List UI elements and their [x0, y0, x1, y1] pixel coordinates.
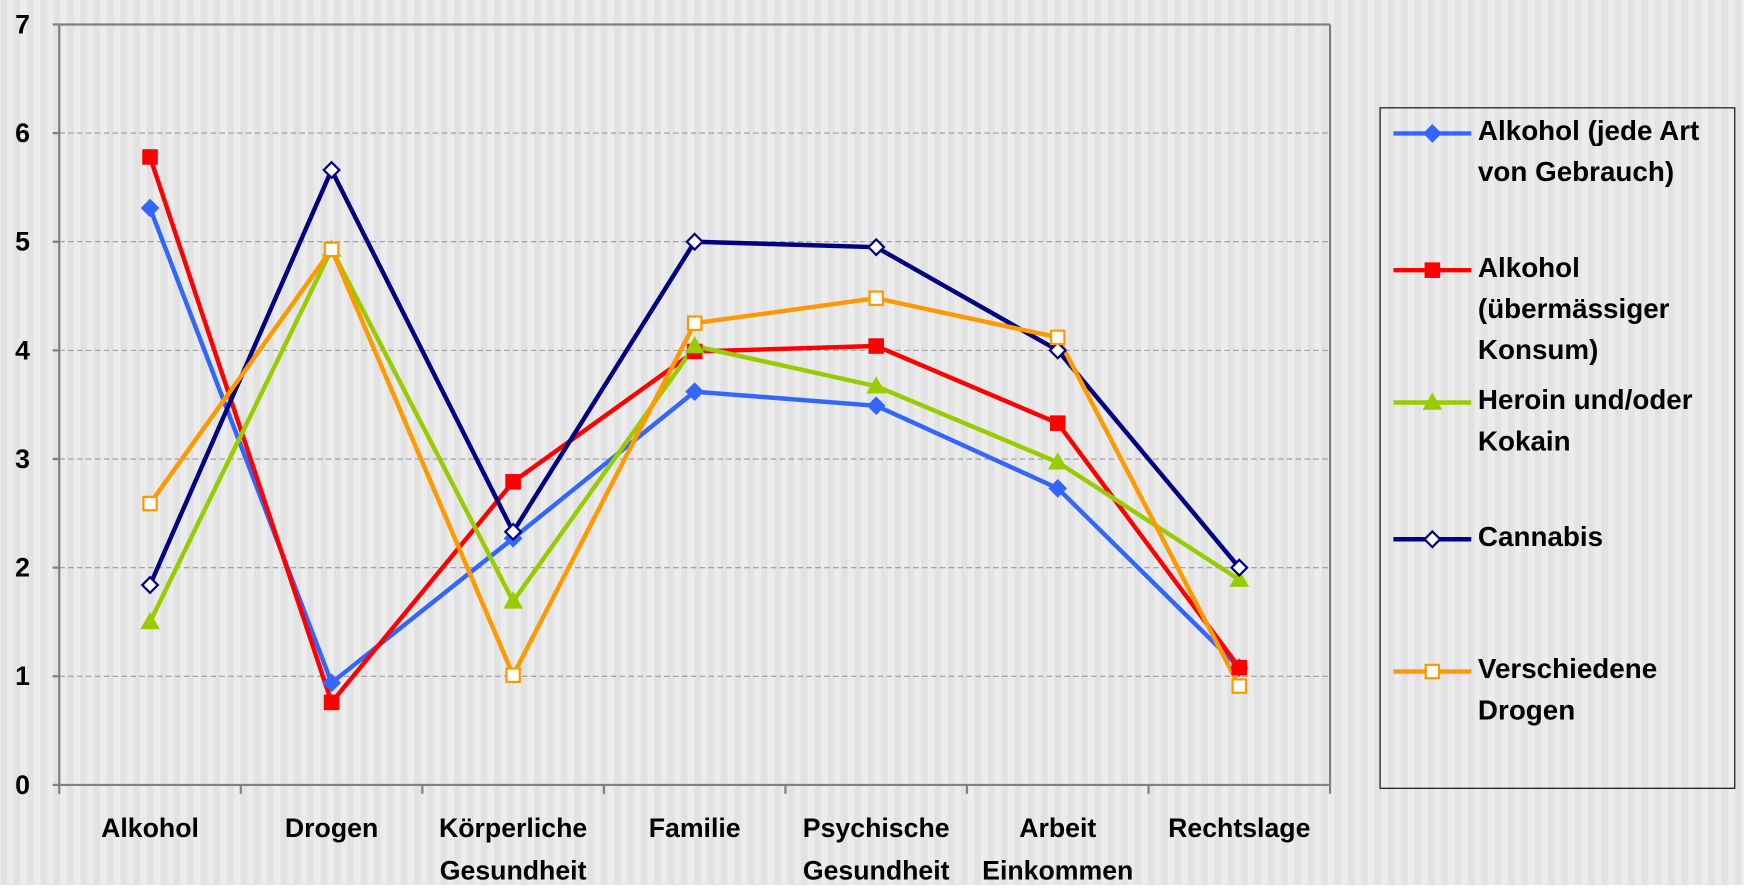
- marker: [505, 474, 521, 490]
- x-tick-label: Arbeit Einkommen: [982, 813, 1133, 885]
- x-tick-label: Drogen: [285, 813, 378, 843]
- marker: [1047, 452, 1068, 470]
- legend-entry: Heroin und/oder Kokain: [1477, 384, 1693, 457]
- y-tick-label: 2: [15, 553, 30, 583]
- marker: [868, 290, 884, 307]
- marker: [1048, 478, 1068, 498]
- y-tick-label: 1: [15, 661, 30, 691]
- legend-entry: Alkohol (jede Art von Gebrauch): [1477, 115, 1700, 188]
- legend-label: Alkohol (jede Art von Gebrauch): [1477, 115, 1700, 188]
- legend-entry: Alkohol (übermässiger Konsum): [1477, 252, 1670, 366]
- marker: [1422, 392, 1443, 410]
- legend-label: Verschiedene Drogen: [1477, 653, 1658, 727]
- marker: [1231, 659, 1248, 676]
- marker: [1229, 569, 1250, 587]
- y-tick-label: 6: [15, 118, 30, 148]
- marker: [505, 667, 521, 683]
- marker: [1048, 341, 1068, 360]
- legend-label: Heroin und/oder Kokain: [1477, 384, 1693, 457]
- y-tick-label: 3: [15, 444, 30, 474]
- x-tick-label: Familie: [649, 813, 741, 843]
- marker: [322, 673, 341, 693]
- marker: [866, 376, 887, 394]
- marker: [685, 382, 705, 402]
- marker: [140, 198, 160, 218]
- marker: [866, 396, 886, 416]
- marker: [1229, 558, 1249, 578]
- marker: [503, 591, 523, 609]
- legend-label: Alkohol (übermässiger Konsum): [1477, 252, 1670, 366]
- marker: [323, 241, 340, 258]
- legend-entry: Verschiedene Drogen: [1477, 653, 1658, 727]
- marker: [684, 336, 705, 354]
- marker: [1049, 329, 1066, 346]
- x-tick-label: Alkohol: [101, 813, 199, 843]
- marker: [1422, 124, 1442, 143]
- x-tick-label: Psychische Gesundheit: [803, 813, 950, 885]
- marker: [142, 495, 158, 512]
- legend-label: Cannabis: [1477, 521, 1604, 553]
- marker: [1424, 262, 1441, 278]
- marker: [503, 522, 523, 542]
- y-tick-label: 0: [15, 770, 30, 800]
- marker: [140, 575, 160, 595]
- y-tick-label: 4: [15, 335, 30, 365]
- marker: [1049, 415, 1066, 431]
- marker: [1424, 663, 1441, 680]
- x-tick-label: Rechtslage: [1168, 813, 1310, 843]
- marker: [1422, 529, 1442, 549]
- marker: [686, 315, 703, 332]
- marker: [1231, 678, 1248, 694]
- marker: [866, 237, 886, 257]
- y-tick-label: 7: [15, 9, 30, 39]
- legend-entry: Cannabis: [1477, 521, 1604, 553]
- y-tick-label: 5: [15, 227, 30, 257]
- marker: [868, 338, 884, 354]
- marker: [140, 611, 160, 630]
- marker: [142, 149, 158, 165]
- marker: [323, 694, 340, 711]
- marker: [685, 232, 705, 252]
- x-tick-label: Körperliche Gesundheit: [439, 813, 587, 885]
- marker: [322, 160, 341, 180]
